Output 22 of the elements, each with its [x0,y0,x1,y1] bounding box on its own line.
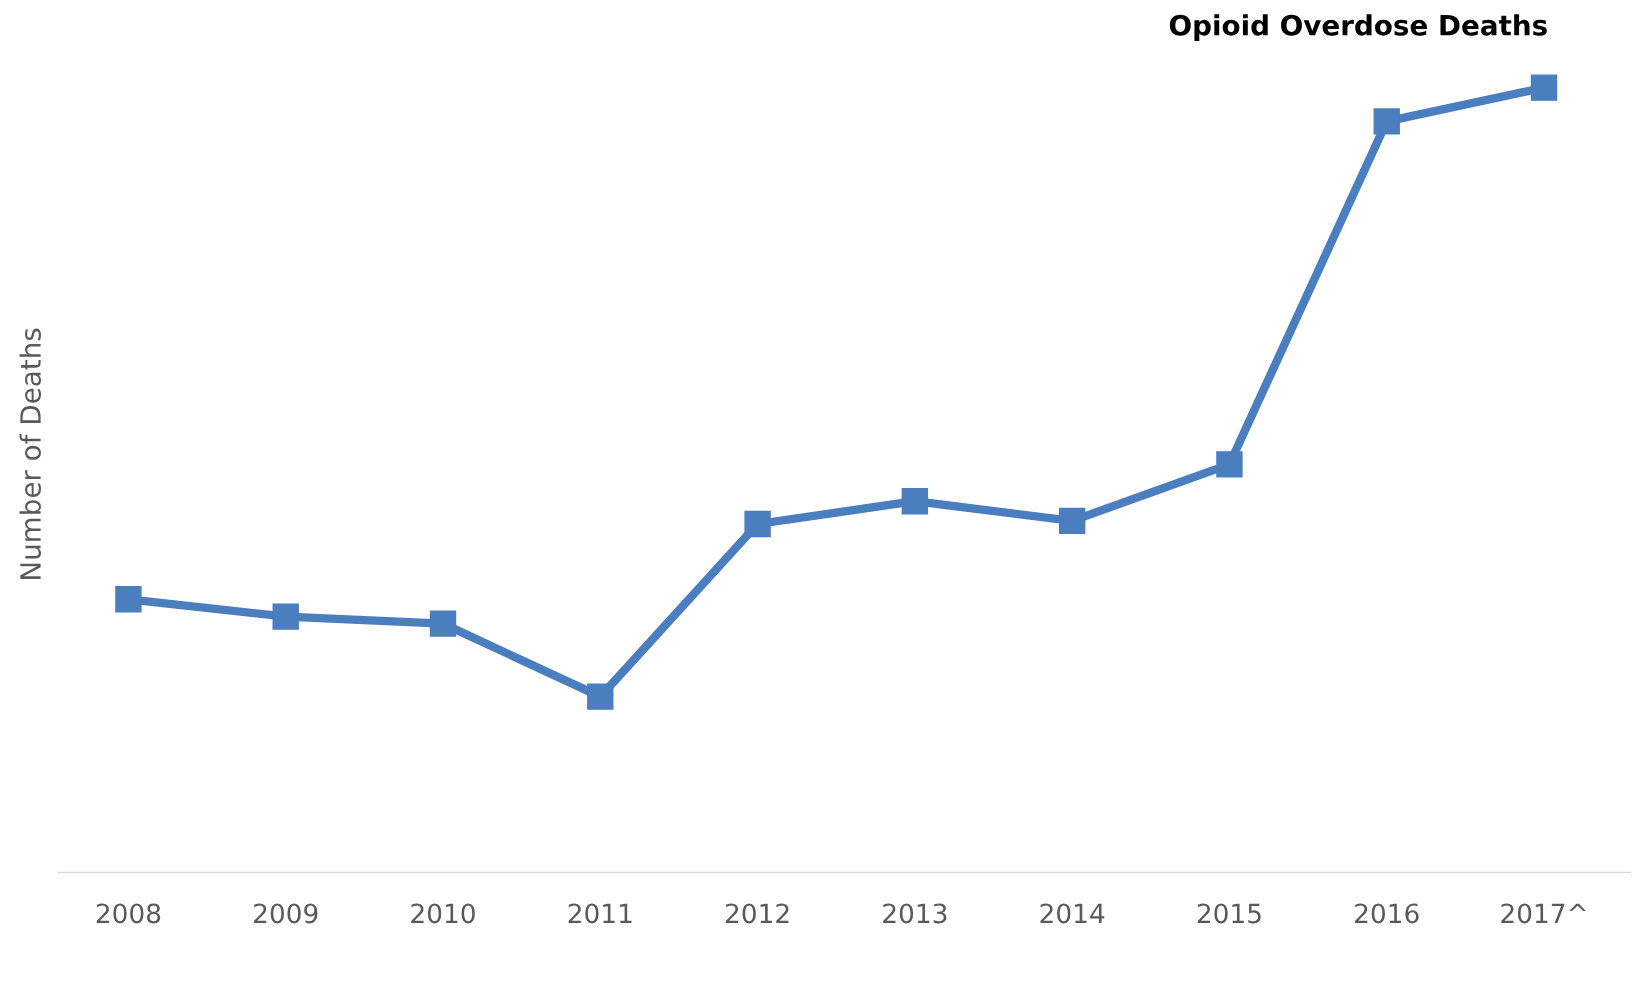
point [1530,74,1558,101]
point [115,586,142,613]
point [1058,507,1086,535]
x-tick-label: 2010 [411,903,475,924]
x-tick-label: 2009 [254,903,318,924]
point [901,488,929,515]
x-tick-label: 2014 [1040,903,1105,924]
point [272,603,299,630]
x-tick-label: 2015 [1197,903,1261,924]
x-tick-label: 2011 [568,903,632,924]
chart-title: Opioid Overdose Deaths [1169,14,1547,42]
x-tick-label: 2012 [725,903,789,924]
point [1373,108,1400,135]
y-axis-title: Number of Deaths [19,328,41,579]
x-tick-label: 2008 [96,903,161,924]
point [429,610,457,637]
x-tick-label: 2016 [1355,903,1419,924]
point [1216,451,1243,478]
point [744,510,771,538]
x-tick-label: 2013 [883,903,947,924]
point [587,683,614,710]
x-tick-label: 2017^ [1501,903,1586,924]
